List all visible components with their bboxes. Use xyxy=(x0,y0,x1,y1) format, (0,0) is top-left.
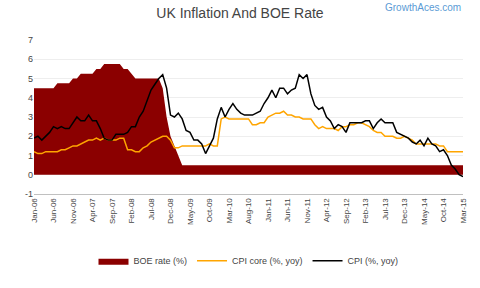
svg-text:Jan-06: Jan-06 xyxy=(30,198,39,223)
svg-text:7: 7 xyxy=(28,35,33,45)
svg-text:Jul-13: Jul-13 xyxy=(381,198,390,220)
svg-text:1: 1 xyxy=(28,151,33,161)
svg-text:Apr-12: Apr-12 xyxy=(322,198,331,223)
svg-text:5: 5 xyxy=(28,74,33,84)
svg-text:Feb-13: Feb-13 xyxy=(361,198,370,224)
svg-text:0: 0 xyxy=(28,170,33,180)
svg-text:Sep-07: Sep-07 xyxy=(108,198,117,224)
svg-text:Nov-11: Nov-11 xyxy=(303,198,312,224)
svg-text:Dec-13: Dec-13 xyxy=(400,198,409,224)
svg-text:-1: -1 xyxy=(25,189,33,199)
svg-text:Jan-11: Jan-11 xyxy=(264,198,273,222)
svg-text:Mar-15: Mar-15 xyxy=(459,198,468,224)
svg-text:Oct-14: Oct-14 xyxy=(439,198,448,223)
svg-text:Apr-07: Apr-07 xyxy=(88,198,97,223)
svg-text:UK Inflation And BOE Rate: UK Inflation And BOE Rate xyxy=(156,5,324,21)
svg-text:BOE rate (%): BOE rate (%) xyxy=(134,256,188,266)
svg-text:Jul-08: Jul-08 xyxy=(147,198,156,220)
svg-text:May-09: May-09 xyxy=(186,198,195,225)
svg-text:GrowthAces.com: GrowthAces.com xyxy=(385,2,461,13)
svg-text:4: 4 xyxy=(28,93,33,103)
svg-text:2: 2 xyxy=(28,131,33,141)
svg-text:Jun-11: Jun-11 xyxy=(283,198,292,222)
svg-text:3: 3 xyxy=(28,112,33,122)
svg-text:May-14: May-14 xyxy=(420,198,429,225)
svg-text:Mar-10: Mar-10 xyxy=(225,198,234,224)
svg-text:Jun-06: Jun-06 xyxy=(49,198,58,223)
svg-text:6: 6 xyxy=(28,54,33,64)
svg-text:Oct-09: Oct-09 xyxy=(205,198,214,223)
svg-text:CPI (%, yoy): CPI (%, yoy) xyxy=(348,256,399,266)
svg-text:Sep-12: Sep-12 xyxy=(342,198,351,224)
svg-text:CPI core (%, yoy): CPI core (%, yoy) xyxy=(232,256,303,266)
svg-text:Dec-08: Dec-08 xyxy=(166,198,175,224)
svg-text:Aug-10: Aug-10 xyxy=(244,198,253,224)
svg-text:Nov-06: Nov-06 xyxy=(69,198,78,224)
svg-text:Feb-08: Feb-08 xyxy=(127,198,136,224)
